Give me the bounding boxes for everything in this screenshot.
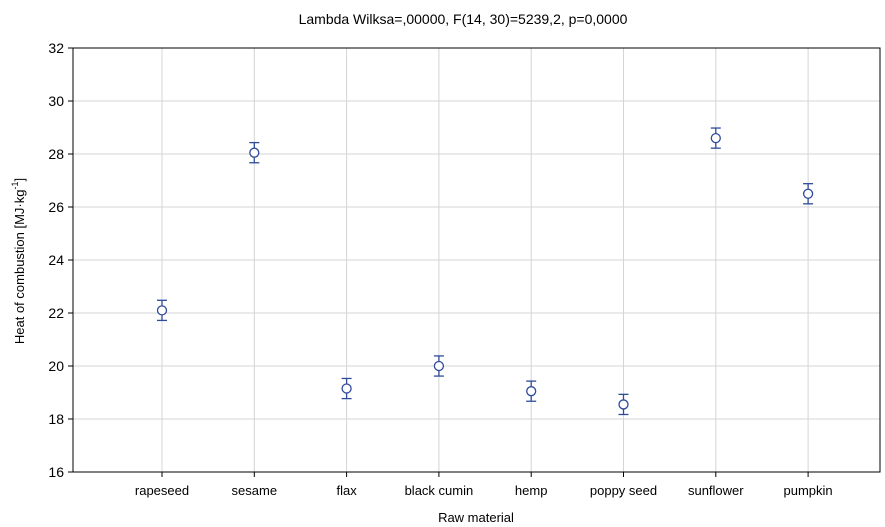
data-marker [710, 132, 721, 144]
x-tick-label: rapeseed [135, 483, 189, 498]
x-axis-label: Raw material [438, 510, 514, 525]
data-marker [618, 399, 629, 410]
data-point [710, 127, 721, 149]
data-point [341, 377, 352, 400]
y-tick-label: 32 [48, 40, 64, 56]
y-axis-label: Heat of combustion [MJ·kg-1] [10, 178, 27, 344]
y-axis-label-suffix: ] [12, 178, 27, 182]
y-axis: 16 18 20 22 24 26 28 30 32 [48, 40, 73, 480]
x-axis: rapeseed sesame flax black cumin hemp poppy s… [135, 472, 833, 498]
y-tick-label: 16 [48, 464, 64, 480]
data-point [618, 393, 629, 416]
x-tick-label: flax [336, 483, 357, 498]
x-tick-label: black cumin [405, 483, 474, 498]
x-tick-label: pumpkin [784, 483, 833, 498]
x-tick-label: sunflower [688, 483, 744, 498]
data-marker [249, 147, 260, 158]
x-tick-label: hemp [515, 483, 548, 498]
grid [73, 48, 880, 472]
data-marker [526, 386, 537, 397]
data-marker [156, 305, 168, 316]
data-marker [802, 188, 814, 199]
y-tick-label: 30 [48, 93, 64, 109]
data-point [156, 299, 168, 322]
data-marker [433, 360, 445, 372]
y-tick-label: 20 [48, 358, 64, 374]
y-tick-label: 26 [48, 199, 64, 215]
data-point [526, 380, 537, 402]
data-point [249, 141, 260, 164]
y-axis-label-superscript: -1 [10, 181, 20, 189]
y-tick-label: 18 [48, 411, 64, 427]
data-point [802, 183, 814, 205]
y-tick-label: 24 [48, 252, 64, 268]
y-tick-label: 28 [48, 146, 64, 162]
data-point [433, 355, 445, 377]
x-tick-label: sesame [232, 483, 278, 498]
data-markers [156, 127, 814, 416]
y-tick-label: 22 [48, 305, 64, 321]
data-marker [341, 383, 352, 394]
chart-title: Lambda Wilksa=,00000, F(14, 30)=5239,2, … [299, 11, 628, 27]
x-tick-label: poppy seed [590, 483, 657, 498]
y-axis-label-prefix: Heat of combustion [MJ·kg [12, 190, 27, 345]
